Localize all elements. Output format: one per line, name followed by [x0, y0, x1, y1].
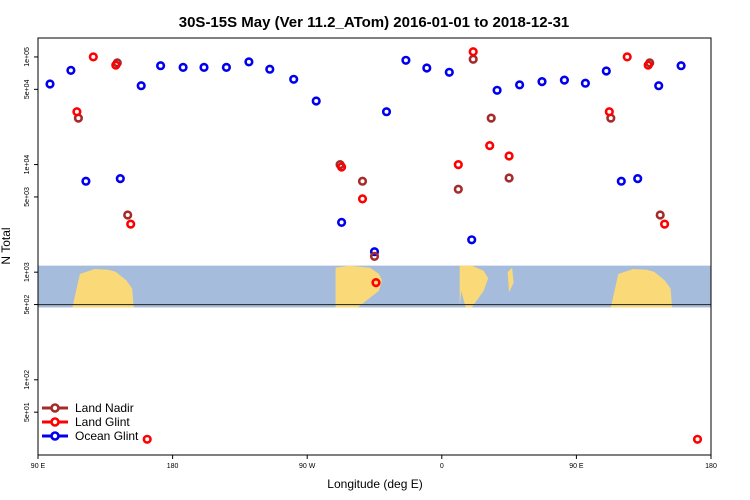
ocean-glint-point	[337, 217, 347, 227]
x-axis: 90 E 180 90 W 0 90 E 180	[31, 455, 717, 470]
madagascar-landmass	[507, 267, 514, 293]
ocean-glint-point	[136, 81, 146, 91]
land-glint-point	[485, 141, 495, 151]
land-nadir-point	[655, 210, 665, 220]
land-glint-point	[604, 107, 614, 117]
ocean-glint-point	[289, 74, 299, 84]
legend-marker	[50, 403, 60, 413]
ocean-glint-point	[616, 176, 626, 186]
ocean-glint-point	[492, 85, 502, 95]
land-glint-point	[337, 162, 347, 172]
ocean-glint-point	[66, 65, 76, 75]
land-glint-point	[468, 47, 478, 57]
x-tick-label: 0	[440, 463, 444, 470]
land-glint-point	[72, 107, 82, 117]
ocean-glint-point	[311, 96, 321, 106]
africa-landmass	[459, 265, 489, 308]
ocean-glint-point	[401, 55, 411, 65]
x-tick-label: 180	[705, 463, 717, 470]
ocean-glint-point	[156, 61, 166, 71]
legend-marker	[50, 417, 60, 427]
land-nadir-point	[123, 210, 133, 220]
ocean-glint-point	[265, 64, 275, 74]
ocean-glint-point	[633, 174, 643, 184]
land-glint-point	[453, 160, 463, 170]
y-tick-label: 1e+02	[24, 370, 31, 390]
y-tick-label: 5e+01	[24, 402, 31, 422]
ocean-glint-point	[244, 57, 254, 67]
land-glint-point	[643, 60, 653, 70]
land-glint-point	[142, 434, 152, 444]
australia-landmass	[72, 269, 134, 308]
ocean-glint-point	[444, 67, 454, 77]
y-tick-label: 1e+03	[24, 262, 31, 282]
australia-landmass	[610, 269, 673, 308]
y-tick-label: 1e+04	[24, 155, 31, 175]
land-nadir-point	[357, 176, 368, 186]
ocean-glint-point	[178, 62, 188, 72]
land-nadir-point	[468, 54, 478, 64]
land-glint-point	[371, 278, 381, 288]
ocean-glint-point	[654, 81, 664, 91]
ocean-glint-point	[422, 63, 432, 73]
x-tick-label: 180	[167, 463, 179, 470]
ocean-glint-point	[537, 76, 547, 87]
legend-label: Land Nadir	[75, 401, 134, 415]
map-band	[38, 265, 711, 308]
legend-marker	[50, 431, 60, 441]
ocean-glint-point	[381, 107, 392, 117]
land-glint-point	[692, 434, 703, 444]
x-tick-label: 90 W	[299, 463, 316, 470]
legend-label: Ocean Glint	[75, 429, 139, 443]
plot-frame	[37, 37, 712, 456]
ocean-glint-point	[221, 62, 231, 72]
x-axis-label: Longitude (deg E)	[327, 477, 422, 491]
land-glint-point	[111, 60, 121, 70]
land-nadir-point	[369, 251, 380, 261]
land-glint-point	[88, 52, 98, 62]
land-glint-point	[622, 52, 632, 62]
land-nadir-point	[486, 113, 496, 123]
land-glint-point	[357, 194, 368, 204]
ocean-glint-point	[559, 75, 570, 85]
south-america-landmass	[335, 265, 382, 308]
ocean-glint-point	[45, 79, 55, 89]
ocean-glint-point	[81, 176, 91, 186]
y-tick-label: 5e+02	[24, 295, 31, 315]
y-tick-label: 1e+05	[24, 47, 31, 67]
ocean-glint-point	[580, 78, 591, 88]
land-nadir-point	[504, 173, 514, 183]
y-axis: 5e+01 1e+02 5e+02 1e+03 5e+03 1e+04 5e+04 1e+05	[24, 47, 38, 422]
ocean-glint-point	[676, 61, 686, 71]
y-tick-label: 5e+04	[24, 79, 31, 99]
legend-label: Land Glint	[75, 415, 130, 429]
ocean-glint-point	[514, 80, 525, 90]
chart-title: 30S-15S May (Ver 11.2_ATom) 2016-01-01 t…	[179, 14, 570, 31]
y-axis-label: N Total	[0, 227, 13, 264]
x-tick-label: 90 E	[31, 463, 46, 470]
data-points	[45, 47, 703, 444]
ocean-glint-point	[115, 174, 125, 184]
x-tick-label: 90 E	[569, 463, 584, 470]
land-glint-point	[504, 151, 514, 161]
ocean-glint-point	[369, 247, 380, 257]
ocean-glint-point	[199, 62, 209, 72]
ocean-glint-point	[467, 235, 477, 245]
land-glint-point	[659, 219, 670, 229]
y-tick-label: 5e+03	[24, 187, 31, 207]
ocean-glint-point	[601, 66, 611, 76]
land-glint-point	[126, 219, 136, 229]
land-nadir-point	[453, 184, 463, 194]
